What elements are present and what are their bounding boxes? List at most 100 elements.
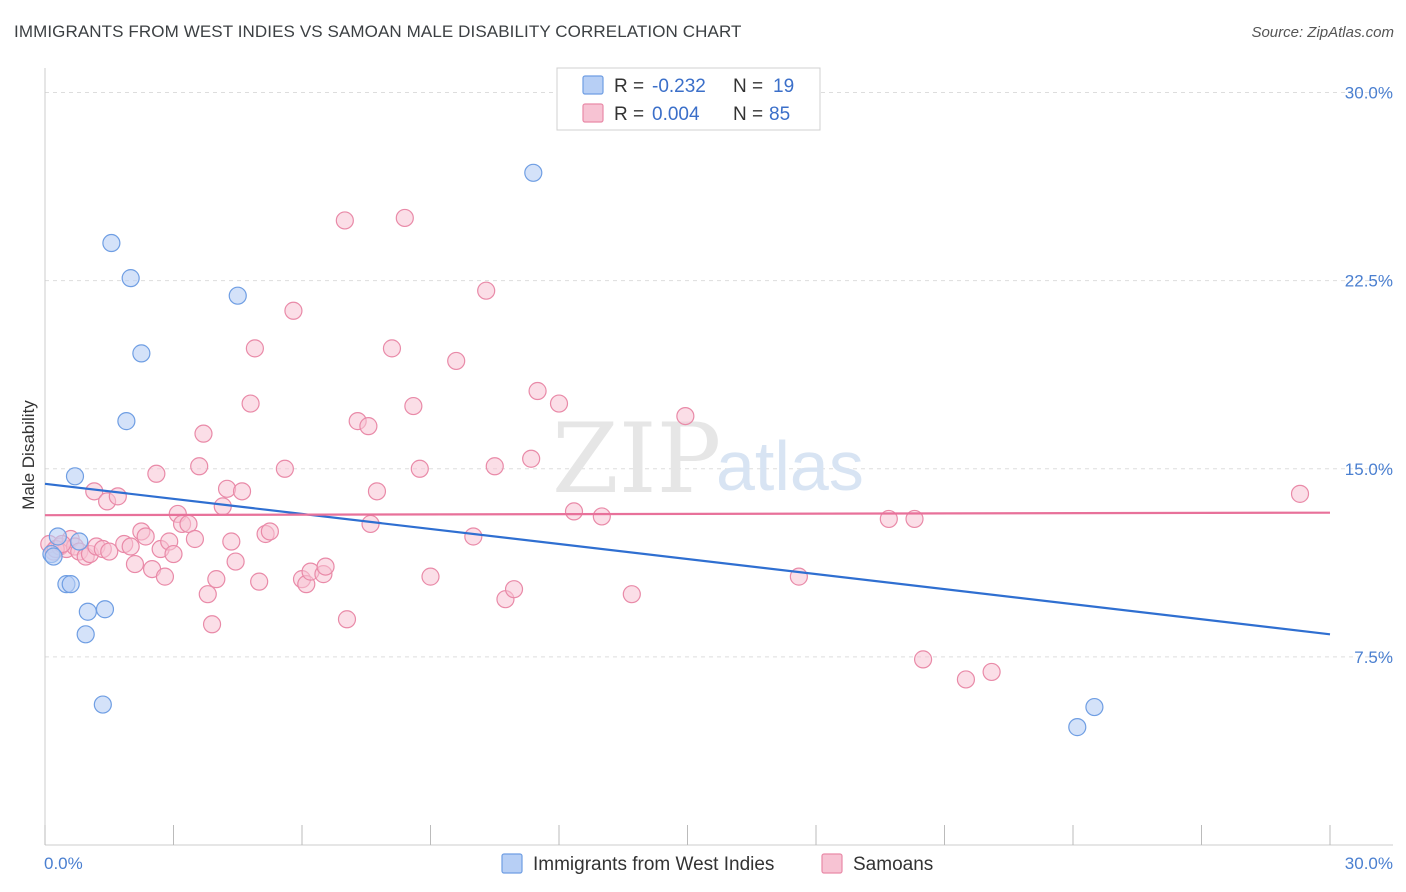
samoans-point [125,554,145,574]
legend-n-value-2: 85 [769,104,790,125]
chart-title: IMMIGRANTS FROM WEST INDIES VS SAMOAN MA… [14,22,742,41]
samoans-point [522,449,541,468]
samoans-point [421,567,440,586]
west-indies-point [228,286,247,305]
chart-source: Source: ZipAtlas.com [1251,24,1394,41]
x-tick-label: 30.0% [1345,854,1393,873]
samoans-point [232,482,252,501]
axes [44,68,1393,846]
west-indies-point [121,269,140,288]
samoans-point [250,572,269,591]
series-label-samoans: Samoans [853,854,933,875]
samoans-point [592,507,611,526]
samoans-point [284,301,303,320]
samoans-point [395,208,414,228]
samoans-point [275,459,294,478]
samoans-point [179,514,198,534]
west-indies-point [524,163,543,182]
west-indies-point [78,602,97,621]
samoans-point [1290,484,1310,503]
samoans-point [361,514,380,534]
samoans-point [464,527,483,546]
samoans-point [504,580,524,599]
watermark-zip: ZIP [552,403,721,515]
samoans-point [879,509,898,529]
samoans-point [337,610,357,629]
samoans-point [549,394,569,413]
samoans-point [202,615,222,634]
west-indies-point [76,625,95,644]
y-tick-label: 15.0% [1345,460,1393,479]
trend-lines [44,482,1331,636]
west-indies-point [93,695,112,714]
west-indies-point [1085,697,1104,717]
legend-r-value-1: -0.232 [652,76,706,97]
samoans-point [198,585,217,604]
samoans-point [367,482,387,501]
samoans-point [956,670,976,689]
y-tick-label: 30.0% [1345,84,1393,103]
samoans-point [194,424,213,443]
samoans-point [528,381,547,401]
samoans-point [410,459,429,478]
samoans-point [222,532,241,551]
samoans-point [335,211,354,230]
x-tick-labels: 0.0% 30.0% [44,854,1393,873]
x-tick-label: 0.0% [44,854,83,873]
samoans-point [217,479,237,498]
west-indies-point [70,532,89,551]
y-tick-labels: 7.5% 15.0% 22.5% 30.0% [1345,84,1393,667]
series-legend: Immigrants from West Indies Samoans [501,853,933,875]
samoans-point [207,570,226,589]
samoans-point [477,281,496,300]
legend-swatch-blue [582,75,604,95]
legend-n-label-1: N = [733,76,763,97]
series-swatch-samoans [821,853,843,874]
samoans-point [241,394,260,413]
samoans-point [190,457,209,476]
correlation-legend: R = -0.232 N = 19 R = 0.004 N = 85 [556,67,821,131]
samoans-point [382,339,402,358]
legend-n-label-2: N = [733,104,763,125]
samoans-point [982,662,1001,682]
legend-r-label-1: R = [614,76,644,97]
y-tick-label: 22.5% [1345,272,1393,291]
grid-lines [45,92,1392,658]
watermark-atlas: atlas [716,427,864,505]
legend-r-value-2: 0.004 [652,104,700,125]
samoans-point [108,487,127,506]
legend-swatch-pink [582,103,604,123]
samoans-point [905,509,924,529]
samoans-point [121,537,140,556]
west-indies-point [44,547,63,566]
samoans-point [260,522,279,541]
samoans-point [245,339,264,358]
samoans-point [164,544,183,564]
samoans-point [316,557,335,576]
samoans-point [359,417,378,436]
west-indies-point [65,467,85,486]
samoans-point [147,464,166,483]
watermark: ZIP atlas [552,403,864,515]
west-indies-trend-line [44,482,1331,636]
y-axis-label: Male Disability [19,400,38,510]
samoans-point [185,529,205,549]
west-indies-point [117,412,136,431]
samoans-point [913,650,933,669]
west-indies-point [132,344,151,363]
samoans-point [676,406,695,426]
west-indies-point [102,233,121,253]
samoans-point [622,585,641,604]
west-indies-points [42,163,1104,737]
samoans-point [485,457,504,476]
samoans-trend-line [44,511,1331,517]
samoans-point [136,527,155,546]
west-indies-point [95,600,115,619]
samoans-point [100,542,119,561]
legend-n-value-1: 19 [773,76,794,97]
series-label-west-indies: Immigrants from West Indies [533,854,774,875]
samoans-point [226,552,245,571]
samoans-point [564,502,584,521]
samoans-point [404,396,423,416]
